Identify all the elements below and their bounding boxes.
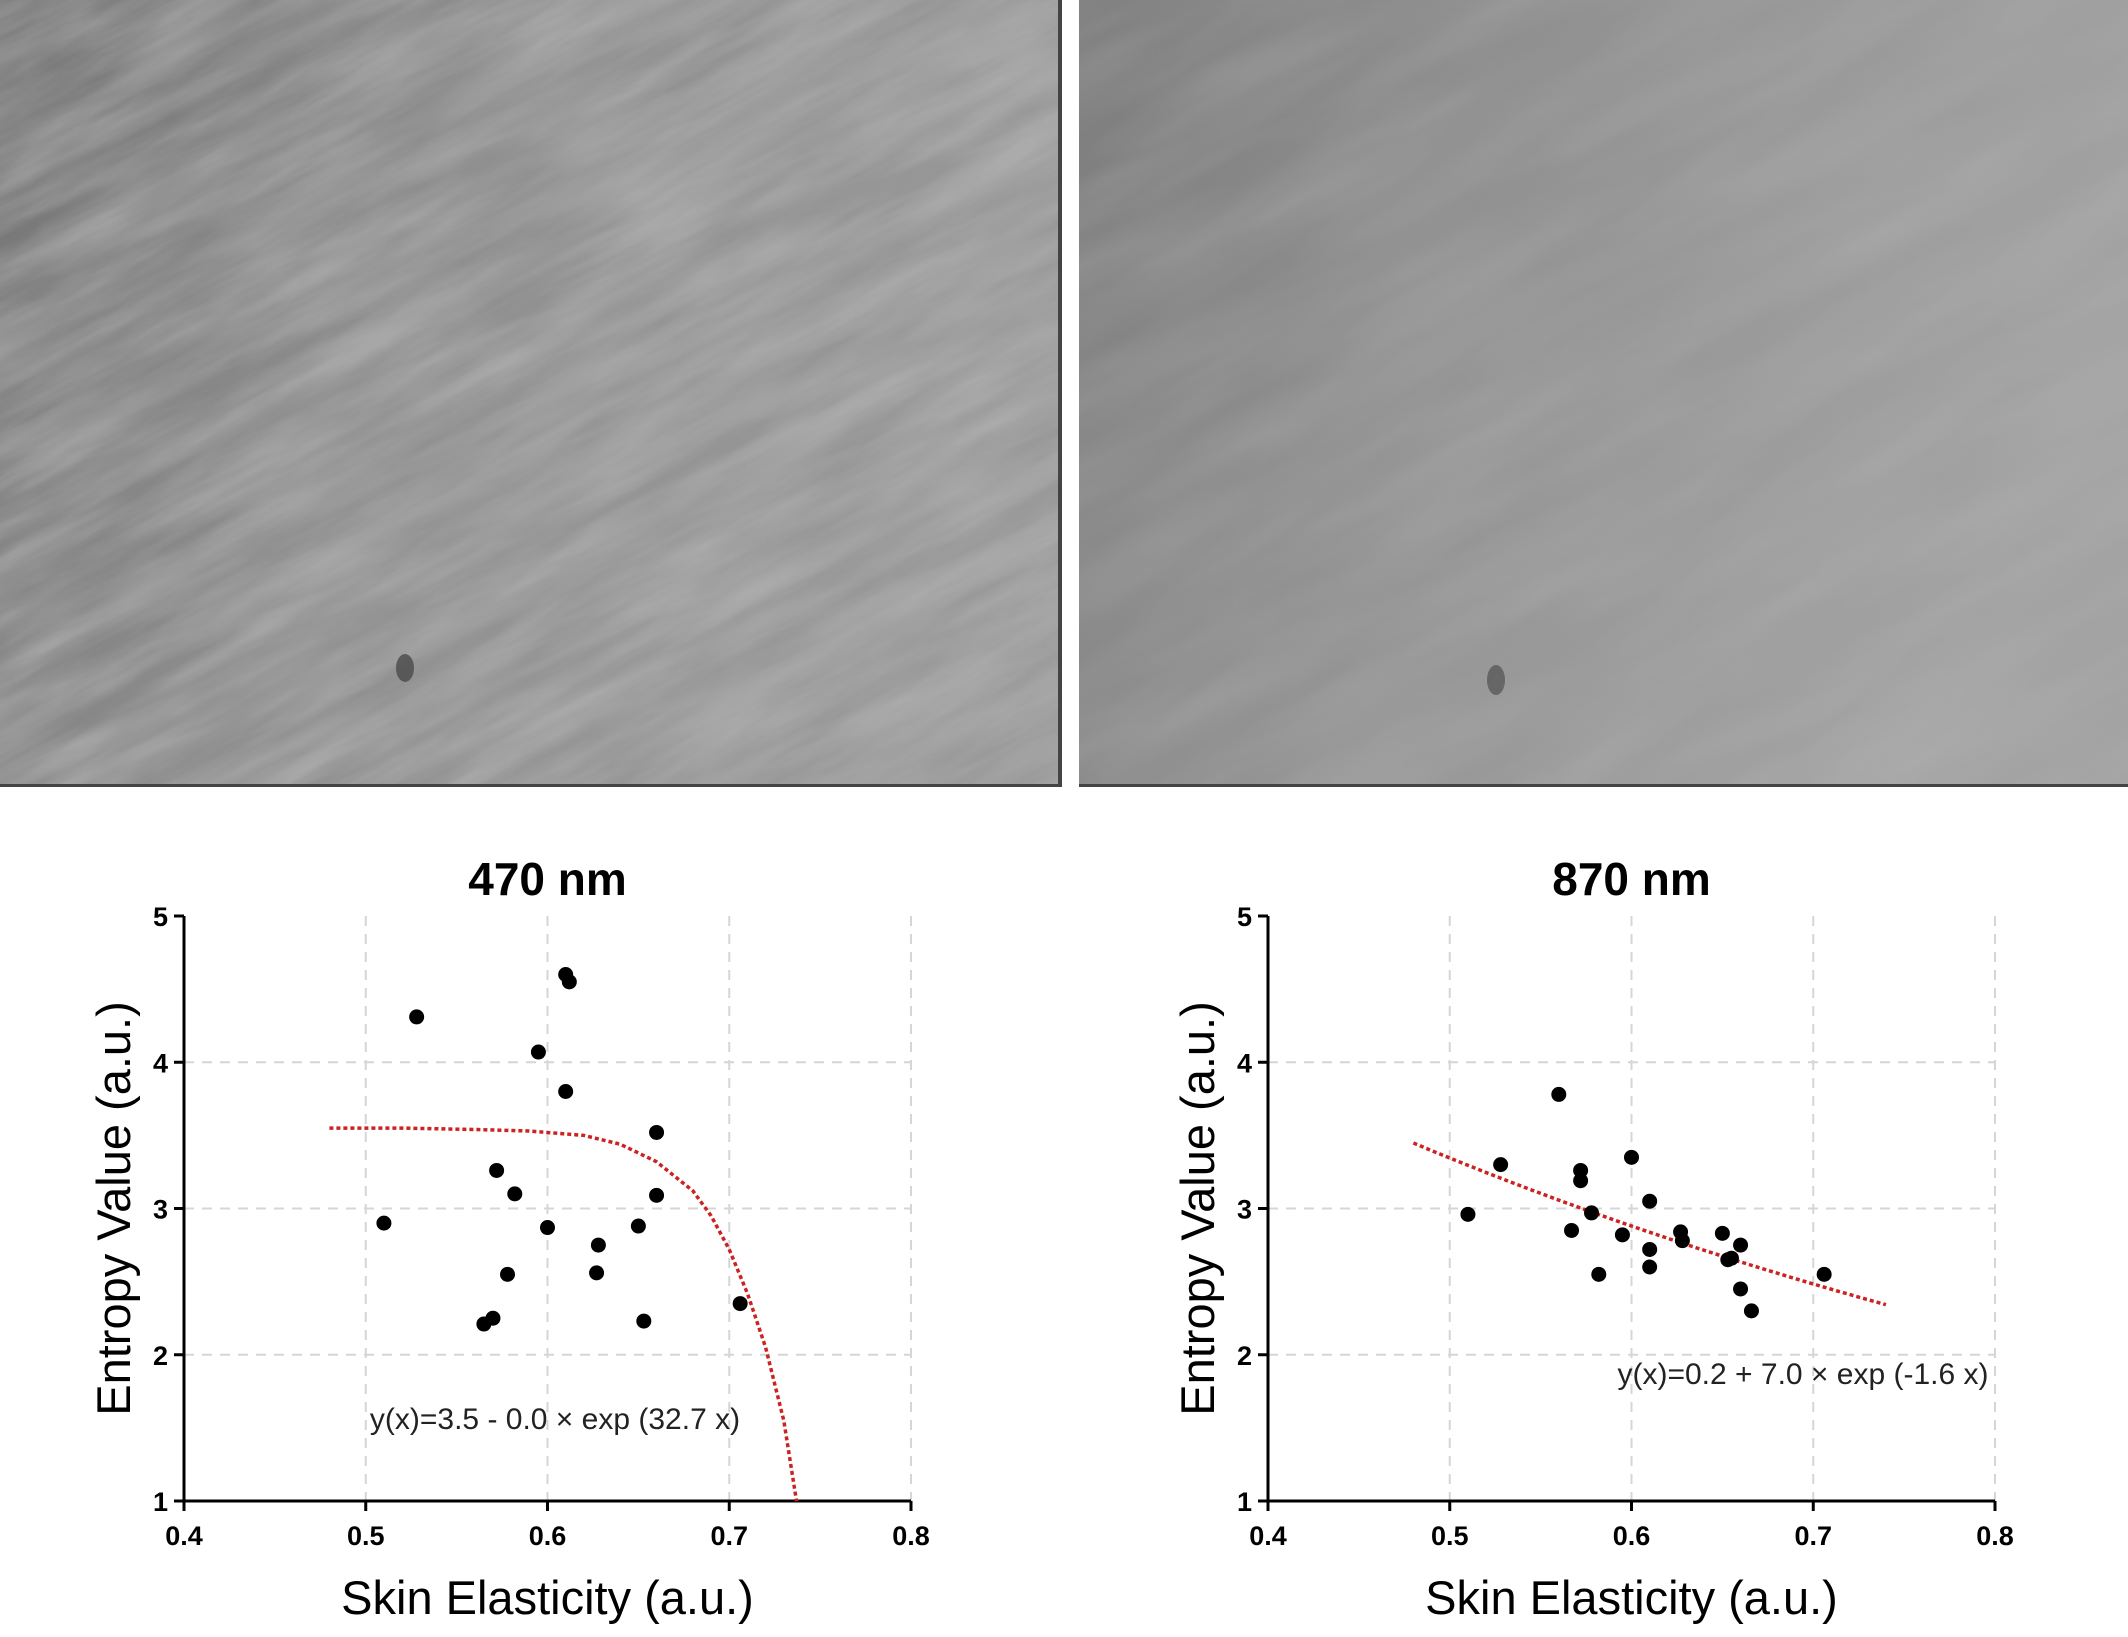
data-point (1733, 1237, 1749, 1253)
data-point (1460, 1206, 1476, 1222)
chart-470nm: 470 nm 0.4 0.5 0.6 0.7 0.8 1 2 3 4 5 Skin Elasticit… (0, 820, 1064, 1637)
x-tick-label: 0.6 (529, 1521, 567, 1551)
skin-photo-470nm (0, 0, 1062, 787)
fit-equation: y(x)=3.5 - 0.0 × exp (32.7 x) (370, 1403, 740, 1436)
data-point (561, 974, 577, 990)
chart-title: 470 nm (468, 853, 627, 905)
x-tick-label: 0.8 (1976, 1521, 2014, 1551)
data-point (1743, 1303, 1759, 1319)
y-axis-label: Entropy Value (a.u.) (1171, 1001, 1224, 1416)
skin-texture-870nm-photo-icon (1079, 0, 2128, 787)
data-point (540, 1220, 555, 1236)
y-tick-label: 2 (153, 1341, 168, 1371)
x-tick-label: 0.7 (710, 1521, 748, 1551)
data-point (732, 1296, 748, 1312)
data-point (1493, 1157, 1509, 1173)
data-point (1816, 1266, 1832, 1282)
data-point (1642, 1193, 1658, 1209)
fit-curve (329, 1126, 799, 1502)
data-point (489, 1162, 505, 1178)
data-point (409, 1009, 425, 1025)
y-tick-label: 3 (153, 1195, 168, 1225)
data-point (1733, 1281, 1749, 1297)
skin-photo-870nm (1079, 0, 2128, 787)
data-point (485, 1310, 501, 1326)
x-axis-label: Skin Elasticity (a.u.) (1425, 1571, 1838, 1624)
x-tick-label: 0.8 (892, 1521, 930, 1551)
data-point (1723, 1250, 1739, 1266)
data-point (1714, 1225, 1730, 1241)
data-point (589, 1265, 605, 1281)
y-tick-label: 3 (1237, 1195, 1252, 1225)
x-tick-label: 0.6 (1613, 1521, 1651, 1551)
y-tick-label: 5 (153, 902, 168, 932)
x-tick-label: 0.4 (165, 1521, 203, 1551)
y-tick-label: 2 (1237, 1341, 1252, 1371)
x-tick-label: 0.5 (347, 1521, 385, 1551)
data-point (1551, 1086, 1567, 1102)
fit-equation: y(x)=0.2 + 7.0 × exp (-1.6 x) (1617, 1358, 1988, 1391)
fit-curve (1412, 1141, 1887, 1307)
data-point (1614, 1227, 1630, 1243)
scatter-plot-470nm: 470 nm 0.4 0.5 0.6 0.7 0.8 1 2 3 4 5 Skin Elasticit… (87, 853, 930, 1624)
data-point (1642, 1241, 1658, 1257)
data-point (1573, 1173, 1589, 1189)
x-axis-label: Skin Elasticity (a.u.) (341, 1571, 754, 1624)
data-point (1642, 1259, 1658, 1275)
data-point (630, 1218, 646, 1234)
scatter-plot-870nm: 870 nm 0.4 0.5 0.6 0.7 0.8 1 2 3 4 5 Skin Elasticit… (1171, 853, 2014, 1624)
data-point (507, 1186, 523, 1202)
data-point (1591, 1266, 1607, 1282)
data-point (500, 1266, 516, 1282)
skin-texture-470nm-photo-icon (0, 0, 1062, 787)
y-tick-label: 1 (1237, 1487, 1252, 1517)
chart-870nm: 870 nm 0.4 0.5 0.6 0.7 0.8 1 2 3 4 5 Skin Elasticit… (1064, 820, 2128, 1637)
data-point (1674, 1233, 1690, 1249)
x-tick-label: 0.4 (1249, 1521, 1287, 1551)
y-axis-label: Entropy Value (a.u.) (87, 1001, 140, 1416)
y-tick-label: 1 (153, 1487, 168, 1517)
data-point (649, 1187, 665, 1203)
chart-title: 870 nm (1552, 853, 1711, 905)
data-point (590, 1237, 606, 1253)
data-point (636, 1313, 652, 1329)
data-point (649, 1124, 665, 1140)
y-tick-label: 4 (1237, 1048, 1252, 1078)
data-point (1584, 1205, 1600, 1221)
data-point (376, 1215, 392, 1231)
x-tick-label: 0.5 (1431, 1521, 1469, 1551)
x-tick-label: 0.7 (1794, 1521, 1832, 1551)
y-tick-label: 4 (153, 1048, 168, 1078)
data-point (558, 1084, 574, 1099)
y-tick-label: 5 (1237, 902, 1252, 932)
data-point (1624, 1149, 1639, 1165)
data-point (1564, 1222, 1580, 1238)
data-point (530, 1044, 546, 1060)
